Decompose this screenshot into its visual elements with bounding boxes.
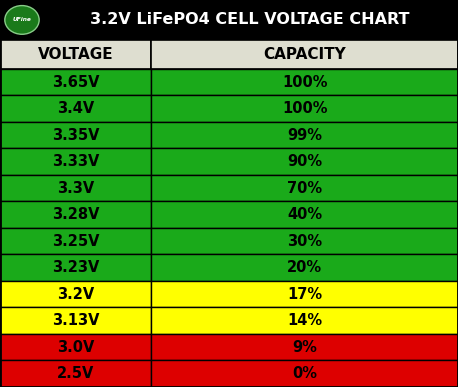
Bar xyxy=(0,255,151,281)
Text: 100%: 100% xyxy=(282,75,327,90)
Bar xyxy=(0,69,151,95)
Text: 3.33V: 3.33V xyxy=(52,154,99,169)
Text: VOLTAGE: VOLTAGE xyxy=(38,47,114,62)
Text: 100%: 100% xyxy=(282,101,327,116)
Text: 3.35V: 3.35V xyxy=(52,128,99,143)
Bar xyxy=(151,334,458,361)
Text: CAPACITY: CAPACITY xyxy=(263,47,346,62)
Bar xyxy=(151,40,458,69)
Text: 3.65V: 3.65V xyxy=(52,75,99,90)
Text: 3.2V: 3.2V xyxy=(57,287,94,302)
Bar xyxy=(0,334,151,361)
Text: 40%: 40% xyxy=(287,207,322,222)
Text: 90%: 90% xyxy=(287,154,322,169)
Bar xyxy=(0,361,151,387)
Text: 2.5V: 2.5V xyxy=(57,366,94,381)
Bar xyxy=(0,281,151,307)
Bar xyxy=(0,307,151,334)
Text: 3.4V: 3.4V xyxy=(57,101,94,116)
Bar xyxy=(0,228,151,255)
Text: 14%: 14% xyxy=(287,313,322,328)
Bar xyxy=(151,148,458,175)
Text: 99%: 99% xyxy=(287,128,322,143)
Bar xyxy=(151,281,458,307)
Text: UFine: UFine xyxy=(12,17,32,22)
Bar xyxy=(151,69,458,95)
Text: 17%: 17% xyxy=(287,287,322,302)
Text: 9%: 9% xyxy=(292,340,317,355)
Text: 3.0V: 3.0V xyxy=(57,340,94,355)
Bar xyxy=(0,148,151,175)
Bar xyxy=(0,175,151,201)
Bar xyxy=(151,228,458,255)
Text: 0%: 0% xyxy=(292,366,317,381)
Text: 3.28V: 3.28V xyxy=(52,207,99,222)
Bar xyxy=(0,95,151,122)
Bar xyxy=(151,95,458,122)
Text: 3.13V: 3.13V xyxy=(52,313,99,328)
Text: 30%: 30% xyxy=(287,234,322,249)
Text: 20%: 20% xyxy=(287,260,322,275)
Bar xyxy=(151,255,458,281)
Bar xyxy=(151,175,458,201)
Bar xyxy=(0,201,151,228)
Bar xyxy=(151,307,458,334)
Bar xyxy=(0,40,151,69)
Bar xyxy=(151,201,458,228)
Text: 70%: 70% xyxy=(287,181,322,196)
Bar xyxy=(151,122,458,148)
Text: 3.25V: 3.25V xyxy=(52,234,99,249)
Text: 3.23V: 3.23V xyxy=(52,260,99,275)
Text: 3.3V: 3.3V xyxy=(57,181,94,196)
Bar xyxy=(0,0,458,40)
Bar xyxy=(0,122,151,148)
Bar xyxy=(151,361,458,387)
Ellipse shape xyxy=(5,5,39,34)
Text: 3.2V LiFePO4 CELL VOLTAGE CHART: 3.2V LiFePO4 CELL VOLTAGE CHART xyxy=(90,12,409,27)
